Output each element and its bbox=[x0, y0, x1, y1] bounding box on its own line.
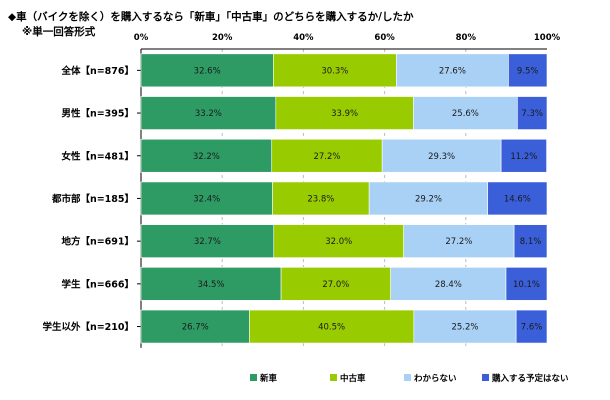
legend-label: 新車 bbox=[260, 373, 278, 384]
data-label: 32.6% bbox=[194, 66, 221, 76]
bar-segment bbox=[140, 267, 282, 301]
legend-swatch bbox=[250, 374, 257, 381]
bar-segment bbox=[273, 224, 404, 258]
data-label: 34.5% bbox=[198, 280, 225, 290]
x-tick-label: 60% bbox=[374, 33, 395, 43]
data-label: 32.0% bbox=[325, 237, 352, 247]
bar-segment bbox=[515, 309, 548, 344]
category-label: 男性【n=395】 bbox=[61, 108, 134, 120]
data-label: 33.2% bbox=[195, 109, 222, 119]
bar-segment bbox=[487, 181, 548, 216]
bar-segment bbox=[505, 267, 548, 301]
category-label: 全体【n=876】 bbox=[60, 65, 134, 77]
data-label: 26.7% bbox=[182, 323, 209, 333]
data-label: 27.2% bbox=[445, 237, 472, 247]
category-label: 学生以外【n=210】 bbox=[42, 321, 134, 333]
bar-segment bbox=[513, 224, 548, 258]
data-label: 27.0% bbox=[322, 280, 349, 290]
data-label: 40.5% bbox=[318, 323, 345, 333]
bar-segment bbox=[413, 309, 517, 344]
category-label: 学生【n=666】 bbox=[61, 278, 134, 290]
data-label: 29.2% bbox=[415, 194, 442, 204]
bar-segment bbox=[508, 53, 548, 88]
x-tick-label: 20% bbox=[212, 33, 233, 43]
data-label: 14.6% bbox=[504, 194, 531, 204]
bar-segment bbox=[140, 96, 277, 130]
data-label: 28.4% bbox=[435, 280, 462, 290]
bar-segment bbox=[140, 138, 273, 173]
bar-segment bbox=[517, 96, 548, 130]
bar-segment bbox=[140, 181, 273, 216]
legend-swatch bbox=[404, 374, 411, 381]
chart-title: ◆車（バイクを除く）を購入するなら「新車」「中古車」のどちらを購入するか/したか bbox=[8, 11, 414, 23]
data-label: 27.2% bbox=[313, 152, 340, 162]
data-label: 32.7% bbox=[194, 237, 221, 247]
bar-segment bbox=[390, 267, 507, 301]
data-label: 32.2% bbox=[193, 152, 220, 162]
legend-label: わからない bbox=[414, 374, 457, 384]
x-tick-label: 100% bbox=[534, 33, 561, 43]
bar-segment bbox=[271, 138, 383, 173]
category-label: 女性【n=481】 bbox=[61, 150, 134, 162]
x-tick-label: 0% bbox=[134, 33, 149, 43]
data-label: 7.3% bbox=[521, 109, 543, 119]
legend-label: 中古車 bbox=[340, 373, 366, 384]
bar-segment bbox=[403, 224, 515, 258]
legend-swatch bbox=[482, 374, 489, 381]
data-label: 30.3% bbox=[321, 66, 348, 76]
data-label: 11.2% bbox=[510, 152, 537, 162]
data-label: 10.1% bbox=[513, 280, 540, 290]
bar-segment bbox=[413, 96, 518, 130]
bar-segment bbox=[381, 138, 502, 173]
data-label: 8.1% bbox=[520, 237, 542, 247]
x-tick-label: 40% bbox=[293, 33, 314, 43]
data-label: 32.4% bbox=[193, 194, 220, 204]
x-tick-label: 80% bbox=[456, 33, 477, 43]
bar-segment bbox=[500, 138, 547, 173]
bar-segment bbox=[368, 181, 489, 216]
bar-segment bbox=[140, 224, 275, 258]
bar-segment bbox=[275, 96, 414, 130]
bar-segment bbox=[280, 267, 391, 301]
bar-segment bbox=[140, 309, 250, 344]
legend-swatch bbox=[330, 374, 337, 381]
bar-segment bbox=[273, 53, 397, 88]
bar-segment bbox=[272, 181, 370, 216]
data-label: 25.2% bbox=[451, 323, 478, 333]
bar-segment bbox=[396, 53, 509, 88]
data-label: 33.9% bbox=[331, 109, 358, 119]
data-label: 27.6% bbox=[439, 66, 466, 76]
data-label: 29.3% bbox=[428, 152, 455, 162]
data-label: 7.6% bbox=[521, 323, 543, 333]
chart-subtitle: ※単一回答形式 bbox=[22, 26, 96, 38]
bar-segment bbox=[249, 309, 415, 344]
category-label: 都市部【n=185】 bbox=[51, 193, 134, 205]
data-label: 23.8% bbox=[307, 194, 334, 204]
legend-label: 購入する予定はない bbox=[491, 373, 569, 384]
data-label: 9.5% bbox=[517, 66, 539, 76]
data-label: 25.6% bbox=[452, 109, 479, 119]
category-label: 地方【n=691】 bbox=[61, 236, 134, 248]
